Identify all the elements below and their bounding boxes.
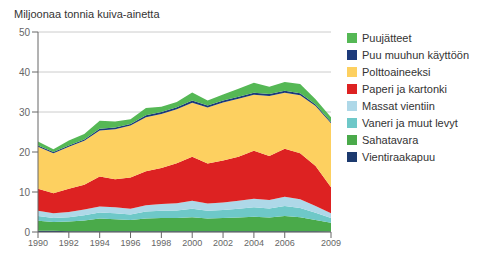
html-text:Sahatavara: Sahatavara (362, 134, 419, 146)
svg-text:0: 0 (24, 227, 30, 238)
html-text:Puujätteet: Puujätteet (362, 32, 412, 44)
html-text:Vaneri ja muut levyt: Vaneri ja muut levyt (362, 117, 458, 129)
svg-text:1996: 1996 (121, 238, 141, 248)
svg-text:2009: 2009 (321, 238, 341, 248)
html-text:Vientiraakapuu: Vientiraakapuu (362, 151, 436, 163)
svg-text:20: 20 (19, 147, 31, 158)
svg-text:50: 50 (19, 27, 31, 38)
svg-text:30: 30 (19, 107, 31, 118)
html-text:Puu muuhun käyttöön: Puu muuhun käyttöön (362, 49, 469, 61)
svg-text:2000: 2000 (182, 238, 202, 248)
svg-text:2004: 2004 (244, 238, 264, 248)
html-text:Massat vientiin: Massat vientiin (362, 100, 435, 112)
svg-text:2006: 2006 (275, 238, 295, 248)
html-text:Polttoaineeksi: Polttoaineeksi (362, 66, 431, 78)
svg-text:40: 40 (19, 67, 31, 78)
html-text:Paperi ja kartonki: Paperi ja kartonki (362, 83, 447, 95)
html-text:Miljoonaa tonnia kuiva-ainetta: Miljoonaa tonnia kuiva-ainetta (14, 8, 160, 20)
svg-text:10: 10 (19, 187, 31, 198)
svg-text:1998: 1998 (151, 238, 171, 248)
svg-text:2002: 2002 (213, 238, 233, 248)
svg-text:1992: 1992 (59, 238, 79, 248)
svg-text:1994: 1994 (90, 238, 110, 248)
svg-text:1990: 1990 (28, 238, 48, 248)
